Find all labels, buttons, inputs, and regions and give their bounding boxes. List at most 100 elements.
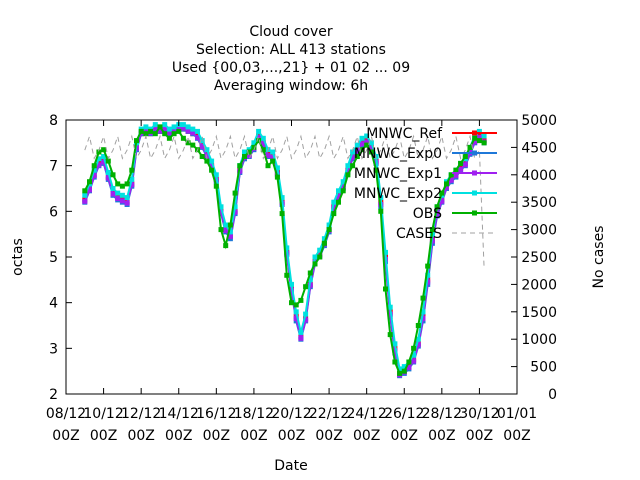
data-point-mnwc-exp2 [143,124,149,130]
data-point-mnwc-exp2 [166,126,172,132]
data-point-obs [354,154,360,159]
data-point-mnwc-exp2 [321,236,327,242]
data-point-obs [289,300,294,306]
data-point-mnwc-exp2 [350,149,356,155]
data-point-obs [134,138,139,144]
x-tick-label-time: 00Z [278,428,305,444]
data-point-mnwc-exp1 [195,134,200,140]
data-point-mnwc-exp2 [298,329,304,335]
data-point-mnwc-exp2 [124,195,130,201]
data-point-obs [82,188,88,194]
data-point-mnwc-exp2 [392,341,398,347]
data-point-obs [110,172,116,178]
data-point-mnwc-exp2 [190,126,196,132]
data-point-mnwc-exp2 [284,245,290,251]
data-point-obs [392,359,398,365]
data-point-mnwc-exp2 [105,170,111,175]
data-point-mnwc-exp2 [91,167,97,173]
data-point-mnwc-exp1 [209,164,215,170]
data-point-mnwc-exp1 [303,317,309,323]
data-point-mnwc-exp1 [270,154,276,160]
series-line-obs [83,125,485,375]
data-point-mnwc-exp2 [307,277,313,283]
data-point-obs [204,158,210,164]
y-tick-label: 7 [49,159,58,175]
data-point-mnwc-exp1 [82,198,88,204]
data-point-mnwc-exp1 [359,141,365,147]
data-point-mnwc-exp1 [444,185,449,191]
data-point-mnwc-exp1 [265,153,271,159]
data-point-mnwc-exp2 [274,165,280,171]
data-point-mnwc-exp1 [364,139,370,145]
data-point-mnwc-exp2 [336,188,341,194]
data-point-mnwc-exp1 [101,159,107,165]
data-point-mnwc-exp2 [476,128,482,134]
data-point-obs [218,227,224,233]
data-point-mnwc-exp2 [185,124,191,130]
y-tick-label: 5 [49,250,58,266]
data-point-mnwc-exp1 [354,148,360,154]
data-point-obs [180,135,186,141]
title-line-4: Averaging window: 6h [214,78,368,94]
legend-label-mnwc-exp0: MNWC_Exp0 [354,146,442,162]
data-point-mnwc-exp2 [354,142,360,148]
data-point-obs [143,131,149,137]
y-axis-left: 2 3 4 5 6 7 8 [49,113,72,403]
data-point-obs [444,181,449,187]
data-point-mnwc-exp2 [213,172,219,178]
data-point-mnwc-exp2 [340,179,346,185]
data-point-mnwc-exp1 [246,153,252,159]
x-tick-label-time: 00Z [165,428,192,444]
x-tick-label-date: 24/12 [346,406,386,422]
data-point-mnwc-exp2 [195,128,200,134]
data-point-obs [350,163,356,169]
y2-tick-label: 1000 [521,332,557,348]
data-point-obs [359,147,365,153]
data-point-mnwc-exp2 [180,122,186,128]
data-point-obs [91,163,97,169]
data-point-mnwc-exp1 [472,139,478,145]
legend-label-mnwc-exp2: MNWC_Exp2 [354,186,442,202]
data-point-obs [223,243,229,249]
data-point-mnwc-exp1 [180,125,186,131]
data-point-obs [387,332,393,338]
data-point-mnwc-exp1 [157,128,163,134]
x-tick-label-time: 00Z [466,428,493,444]
legend-label-mnwc-exp1: MNWC_Exp1 [354,166,442,182]
data-point-mnwc-exp2 [96,156,102,162]
data-point-obs [439,190,445,196]
y2-tick-label: 5000 [521,113,557,129]
x-tick-label-date: 12/12 [121,406,161,422]
data-point-obs [162,131,168,137]
y2-tick-label: 4500 [521,140,557,156]
data-point-obs [293,302,299,308]
x-tick-label-date: 30/12 [459,406,499,422]
data-point-mnwc-exp2 [326,222,332,228]
data-point-mnwc-exp1 [448,177,454,183]
data-point-obs [312,261,318,267]
data-point-mnwc-exp2 [312,254,318,260]
title-line-3: Used {00,03,...,21} + 01 02 ... 09 [172,60,410,76]
data-point-obs [213,183,219,189]
data-point-mnwc-exp1 [462,162,468,168]
data-point-obs [373,167,379,173]
data-point-obs [434,204,440,210]
data-point-mnwc-exp2 [368,140,374,146]
data-point-mnwc-exp1 [406,365,412,370]
y-tick-label: 4 [49,296,58,312]
x-tick-label-date: 01/01 [497,406,537,422]
data-point-mnwc-exp2 [279,195,285,201]
data-point-mnwc-exp1 [336,194,341,200]
data-point-mnwc-exp2 [270,149,276,155]
data-point-obs [397,370,403,376]
legend-marker-obs [472,210,477,216]
data-point-mnwc-exp1 [458,166,464,172]
data-point-mnwc-exp2 [101,154,107,159]
data-point-obs [237,163,243,169]
y2-tick-label: 3500 [521,195,557,211]
data-point-obs [317,254,323,260]
data-point-mnwc-exp1 [152,125,158,131]
data-point-mnwc-exp2 [119,192,125,198]
y-axis-label: octas [10,238,26,276]
